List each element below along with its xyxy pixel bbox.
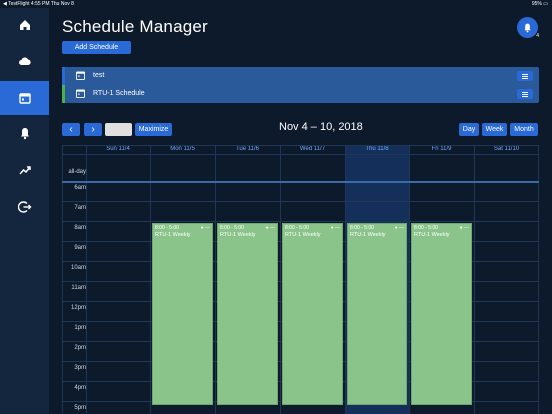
schedule-menu-button[interactable] <box>517 71 533 81</box>
event-time: 8:00 - 5:00 <box>350 225 374 231</box>
calendar-event[interactable]: 8:00 - 5:00 ● — RTU-1 Weekly <box>152 223 213 405</box>
date-range-title: Nov 4 – 10, 2018 <box>279 121 363 133</box>
schedule-menu-button[interactable] <box>517 89 533 99</box>
schedule-name: test <box>93 72 105 79</box>
time-label: 6am <box>74 185 86 191</box>
time-label: 1pm <box>74 325 86 331</box>
event-options-icon[interactable]: ● — <box>200 225 210 231</box>
view-week-button[interactable]: Week <box>482 123 507 136</box>
time-label: 4pm <box>74 385 86 391</box>
event-time: 8:00 - 5:00 <box>220 225 244 231</box>
calendar-event[interactable]: 8:00 - 5:00 ● — RTU-1 Weekly <box>217 223 278 405</box>
sidebar <box>0 8 49 414</box>
schedule-item[interactable]: RTU-1 Schedule <box>62 85 539 103</box>
add-schedule-button[interactable]: Add Schedule <box>62 41 131 54</box>
home-icon[interactable] <box>0 8 49 42</box>
day-header: Sat 11/10 <box>493 146 520 152</box>
day-header: Wed 11/7 <box>299 146 326 152</box>
event-name: RTU-1 Weekly <box>285 232 321 238</box>
time-label: 2pm <box>74 345 86 351</box>
event-options-icon[interactable]: ● — <box>330 225 340 231</box>
day-header: Fri 11/9 <box>431 146 452 152</box>
logout-icon[interactable] <box>0 190 49 224</box>
event-time: 8:00 - 5:00 <box>285 225 309 231</box>
time-label: 10am <box>70 265 86 271</box>
calendar-icon <box>76 89 85 98</box>
time-label: 7am <box>74 205 86 211</box>
event-options-icon[interactable]: ● — <box>265 225 275 231</box>
main-content: Schedule Manager 4 Add Schedule test RTU… <box>49 8 552 414</box>
calendar-event[interactable]: 8:00 - 5:00 ● — RTU-1 Weekly <box>347 223 407 405</box>
allday-label: all-day <box>68 169 86 175</box>
day-header: Tue 11/6 <box>235 146 259 152</box>
notifications-button[interactable]: 4 <box>517 17 539 39</box>
notification-count: 4 <box>536 33 539 39</box>
status-bar: ◀ TestFlight 4:55 PM Thu Nov 8 95% ▭ <box>0 0 552 8</box>
cloud-icon[interactable] <box>0 44 49 78</box>
maximize-button[interactable]: Maximize <box>135 123 172 136</box>
status-left: ◀ TestFlight 4:55 PM Thu Nov 8 <box>3 1 74 7</box>
calendar-grid: Sun 11/4 Mon 11/5 Tue 11/6 Wed 11/7 Thu … <box>62 145 539 414</box>
status-right: 95% ▭ <box>531 1 548 7</box>
event-time: 8:00 - 5:00 <box>414 225 438 231</box>
event-options-icon[interactable]: ● — <box>394 225 404 231</box>
schedule-color-bar <box>62 85 65 103</box>
event-name: RTU-1 Weekly <box>155 232 191 238</box>
event-time: 8:00 - 5:00 <box>155 225 179 231</box>
day-header: Sun 11/4 <box>106 146 130 152</box>
calendar-event[interactable]: 8:00 - 5:00 ● — RTU-1 Weekly <box>411 223 472 405</box>
event-options-icon[interactable]: ● — <box>459 225 469 231</box>
event-name: RTU-1 Weekly <box>350 232 386 238</box>
event-name: RTU-1 Weekly <box>220 232 256 238</box>
schedule-item[interactable]: test <box>62 67 539 85</box>
view-month-button[interactable]: Month <box>510 123 538 136</box>
time-label: 11am <box>71 285 86 291</box>
schedule-name: RTU-1 Schedule <box>93 90 145 97</box>
day-header: Thu 11/8 <box>365 146 389 152</box>
prev-button[interactable]: ‹ <box>62 123 80 136</box>
calendar-icon <box>76 71 85 80</box>
time-label: 5pm <box>74 405 86 411</box>
bell-icon <box>524 23 531 33</box>
time-label: 9am <box>74 245 86 251</box>
time-label: 8am <box>74 225 86 231</box>
bell-icon[interactable] <box>0 116 49 150</box>
trending-up-icon[interactable] <box>0 153 49 187</box>
event-name: RTU-1 Weekly <box>414 232 450 238</box>
calendar-icon[interactable] <box>0 81 49 115</box>
page-title: Schedule Manager <box>62 17 208 36</box>
schedule-list: test RTU-1 Schedule <box>62 67 539 103</box>
time-label: 3pm <box>74 365 86 371</box>
next-button[interactable]: › <box>84 123 102 136</box>
today-button[interactable] <box>105 123 132 136</box>
view-day-button[interactable]: Day <box>459 123 479 136</box>
calendar-event[interactable]: 8:00 - 5:00 ● — RTU-1 Weekly <box>282 223 343 405</box>
time-label: 12pm <box>70 305 86 311</box>
schedule-color-bar <box>62 67 65 85</box>
day-header: Mon 11/5 <box>170 146 195 152</box>
